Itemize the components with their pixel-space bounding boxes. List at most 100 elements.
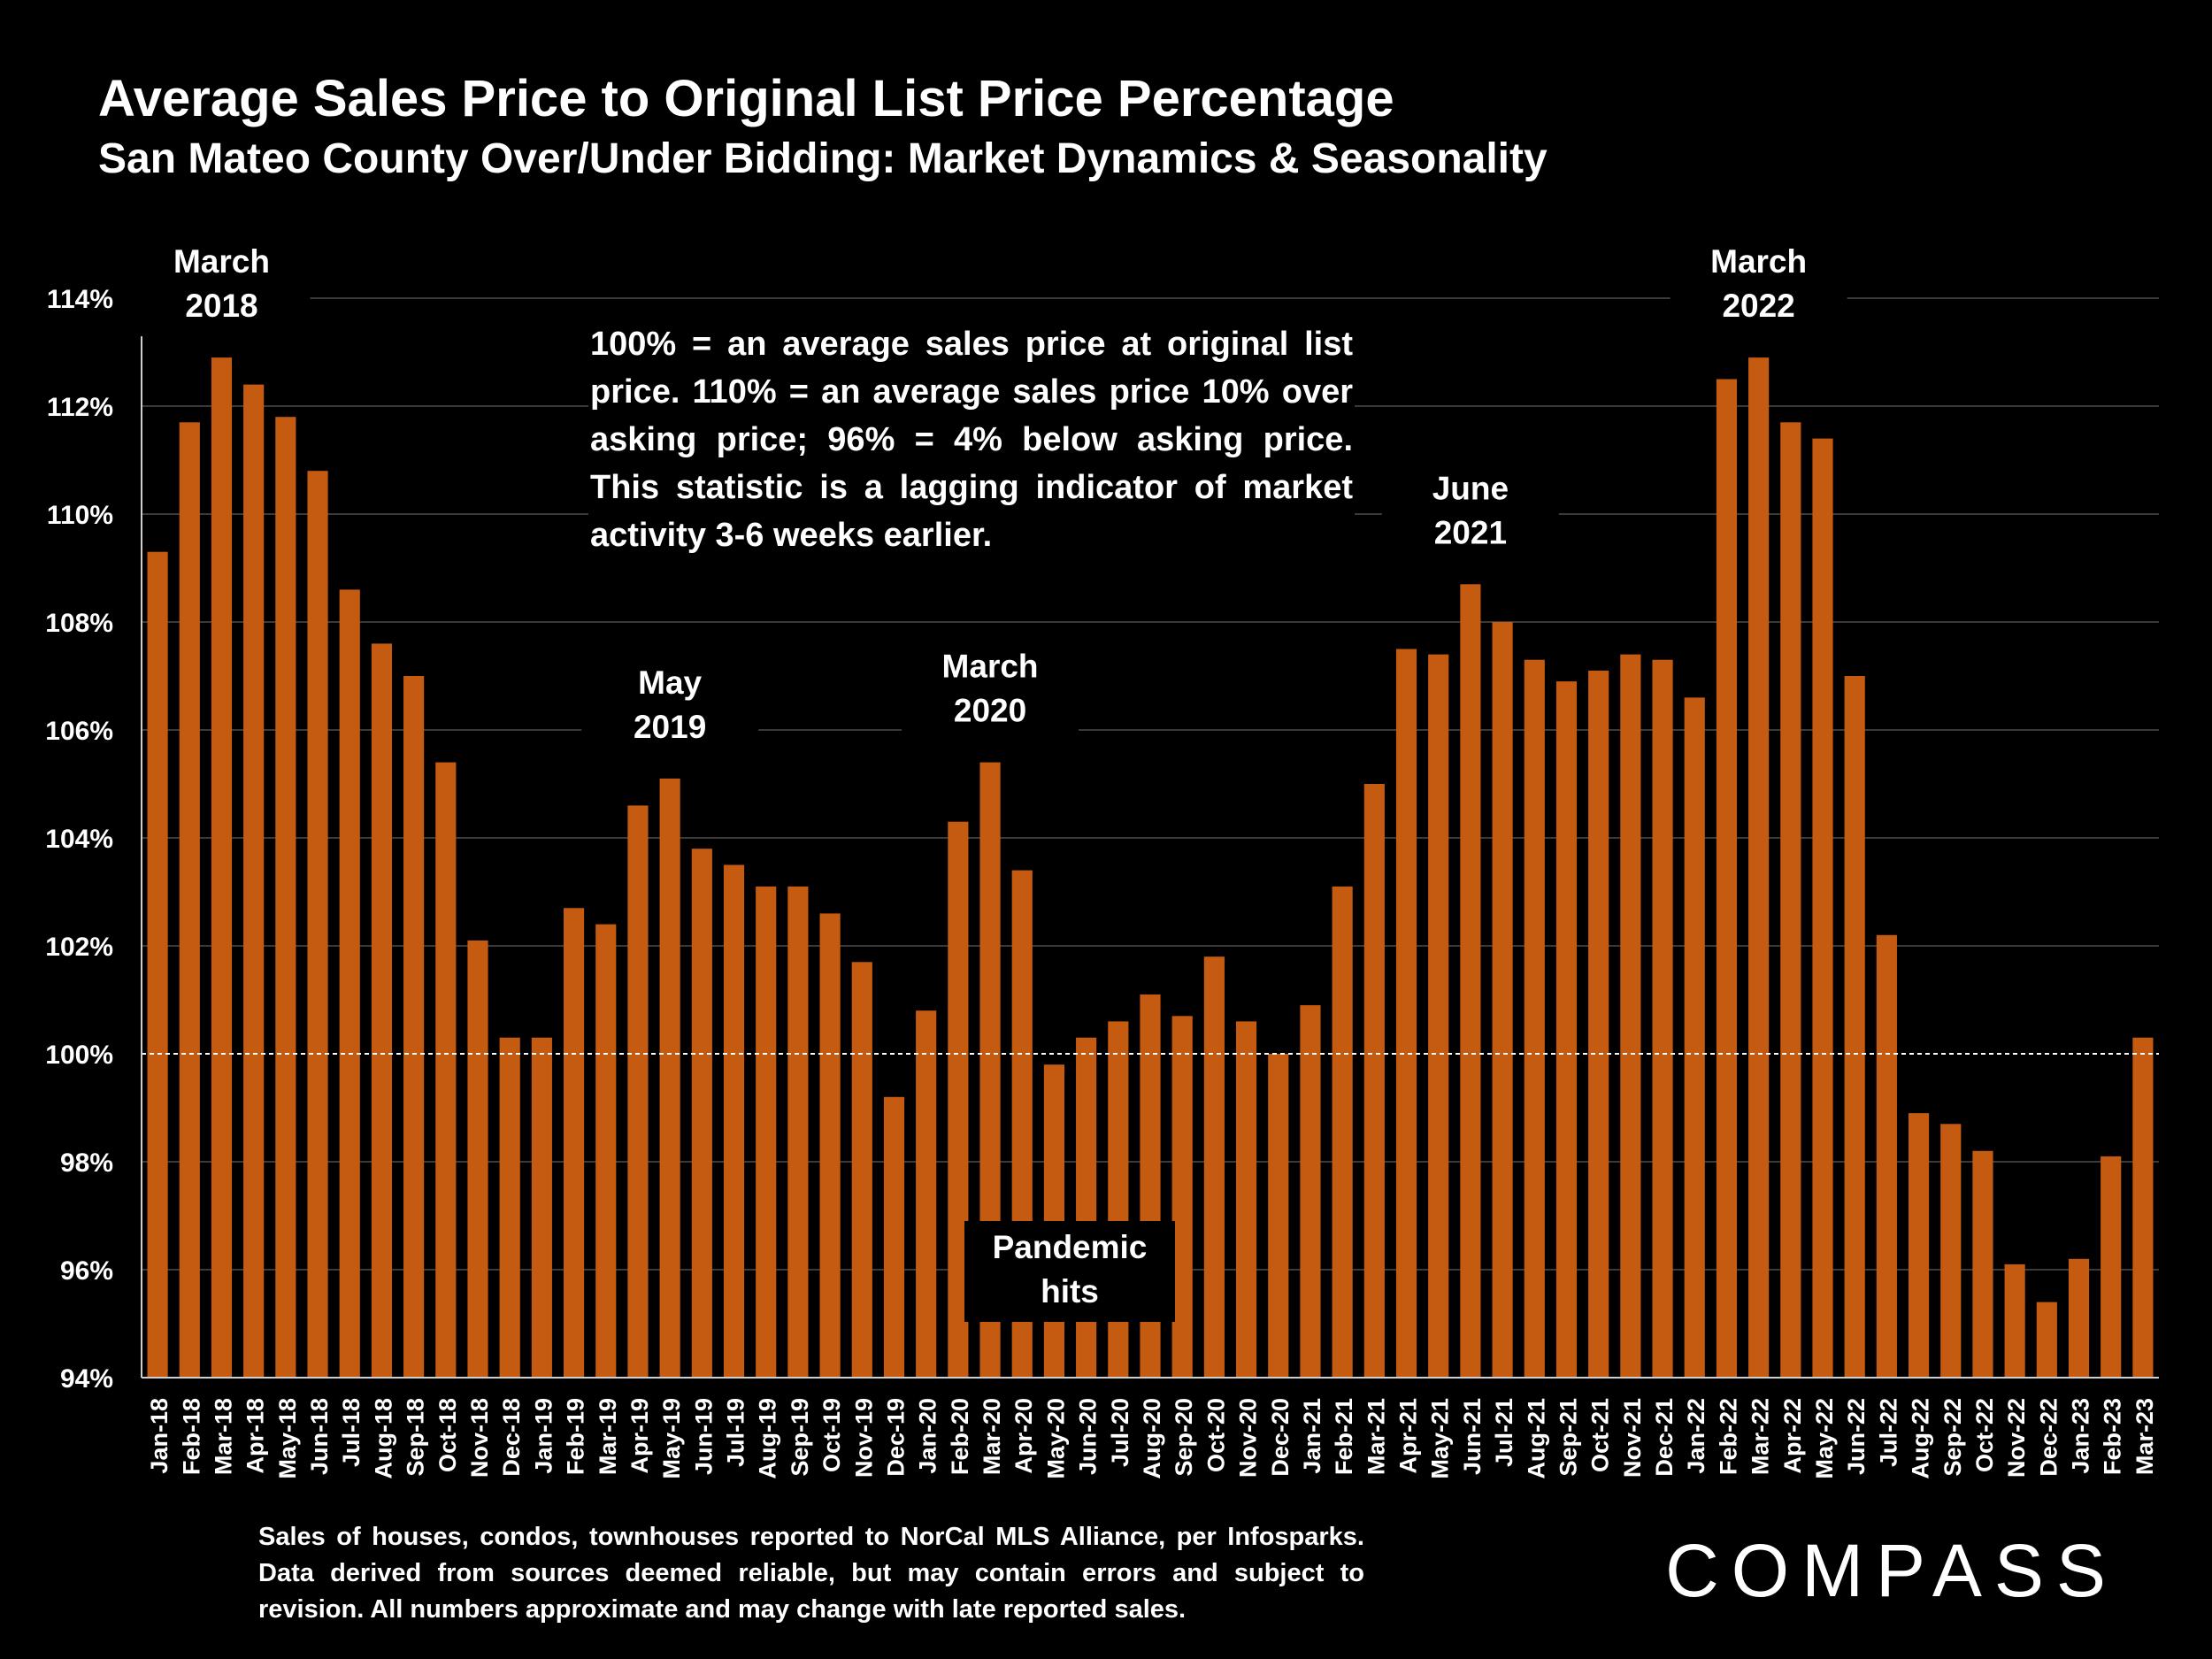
bar — [659, 778, 680, 1378]
x-tick-label: Mar-20 — [979, 1398, 1005, 1475]
x-tick-label: Dec-19 — [882, 1398, 909, 1477]
bar — [1268, 1054, 1289, 1378]
x-tick-label: Feb-20 — [947, 1398, 973, 1475]
bar — [275, 417, 296, 1379]
y-tick-label: 114% — [47, 285, 113, 314]
bar — [1524, 659, 1545, 1378]
x-tick-label: Feb-18 — [178, 1398, 204, 1475]
x-tick-label: Dec-20 — [1267, 1398, 1294, 1477]
y-tick-label: 108% — [45, 609, 113, 638]
x-tick-label: Dec-22 — [2035, 1398, 2062, 1477]
x-tick-label: Oct-20 — [1202, 1398, 1229, 1472]
bar — [756, 886, 777, 1378]
x-tick-label: Jun-18 — [306, 1398, 333, 1475]
bar — [1812, 438, 1833, 1379]
bar — [851, 962, 872, 1378]
annotation-box — [964, 1221, 1175, 1322]
x-tick-label: May-20 — [1042, 1398, 1069, 1479]
x-tick-label: Apr-22 — [1779, 1398, 1806, 1474]
x-tick-label: Nov-21 — [1619, 1398, 1646, 1478]
x-tick-label: Mar-22 — [1747, 1398, 1774, 1475]
x-tick-label: May-22 — [1811, 1398, 1838, 1479]
annotation-label: 2018 — [185, 288, 257, 324]
x-tick-label: Mar-23 — [2131, 1398, 2158, 1475]
bar — [1203, 956, 1225, 1378]
x-tick-label: Jan-21 — [1299, 1398, 1325, 1474]
x-tick-label: Apr-18 — [242, 1398, 269, 1474]
bar — [339, 589, 360, 1378]
x-tick-label: Mar-18 — [210, 1398, 236, 1475]
y-tick-label: 98% — [60, 1148, 113, 1178]
x-tick-label: Jul-21 — [1491, 1398, 1517, 1467]
x-tick-label: Sep-21 — [1555, 1398, 1581, 1477]
bar — [1588, 670, 1609, 1378]
y-tick-label: 106% — [45, 717, 113, 746]
bar — [1844, 676, 1865, 1378]
x-tick-label: May-18 — [274, 1398, 301, 1479]
annotation-box — [133, 235, 311, 337]
annotation-label: 2020 — [954, 693, 1026, 729]
bar — [435, 762, 457, 1378]
bar — [2068, 1258, 2090, 1378]
annotation-label: May — [638, 664, 702, 701]
bar — [1363, 784, 1385, 1378]
x-tick-label: Oct-18 — [434, 1398, 461, 1472]
x-tick-label: Jul-18 — [338, 1398, 365, 1467]
x-tick-label: Nov-18 — [466, 1398, 493, 1478]
bar — [1555, 681, 1578, 1378]
x-tick-label: Jan-19 — [530, 1398, 557, 1474]
x-tick-label: Feb-23 — [2100, 1398, 2126, 1475]
bar — [1684, 697, 1705, 1378]
bar — [531, 1037, 552, 1378]
x-tick-label: Jul-19 — [723, 1398, 749, 1467]
bar — [1652, 659, 1673, 1378]
x-tick-label: Feb-21 — [1331, 1398, 1357, 1475]
annotation-label: March — [942, 649, 1039, 685]
axes — [141, 261, 2159, 1379]
bar — [916, 1010, 937, 1378]
bar — [211, 357, 233, 1379]
source-footnote: Sales of houses, condos, townhouses repo… — [258, 1523, 1364, 1624]
chart-title: Average Sales Price to Original List Pri… — [98, 70, 1394, 127]
chart-subtitle: San Mateo County Over/Under Bidding: Mar… — [98, 135, 1548, 182]
bar — [883, 1096, 905, 1378]
annotation-label: 2022 — [1722, 288, 1794, 324]
bar — [1076, 1037, 1097, 1378]
bar — [595, 924, 617, 1378]
y-tick-label: 100% — [45, 1041, 113, 1070]
x-tick-label: Jan-20 — [915, 1398, 941, 1474]
bar — [563, 908, 585, 1378]
x-tick-label: Aug-20 — [1139, 1398, 1165, 1479]
y-tick-label: 110% — [47, 501, 113, 530]
bar — [467, 940, 488, 1378]
x-tick-label: Mar-19 — [595, 1398, 621, 1475]
x-tick-label: Jun-22 — [1843, 1398, 1870, 1475]
bar — [948, 821, 969, 1378]
y-tick-label: 102% — [45, 933, 113, 962]
bar — [403, 676, 425, 1378]
y-tick-label: 94% — [60, 1364, 113, 1394]
annotation-box — [1381, 462, 1559, 564]
x-tick-label: Jul-22 — [1875, 1398, 1901, 1467]
annotation-box — [581, 656, 759, 757]
bar — [1780, 422, 1801, 1378]
x-tick-label: Apr-21 — [1395, 1398, 1422, 1474]
bar — [1748, 357, 1770, 1379]
x-tick-label: Jun-20 — [1075, 1398, 1102, 1475]
x-tick-label: Jan-18 — [146, 1398, 173, 1474]
svg-text:COMPASS: COMPASS — [1665, 1529, 2118, 1609]
bar — [2004, 1263, 2025, 1378]
x-tick-label: Aug-18 — [370, 1398, 396, 1479]
x-tick-label: Nov-22 — [2003, 1398, 2030, 1478]
bars — [147, 357, 2154, 1379]
x-tick-label: May-19 — [658, 1398, 685, 1479]
x-tick-label: Jun-21 — [1459, 1398, 1486, 1475]
y-tick-label: 104% — [45, 825, 113, 854]
bar — [1428, 654, 1449, 1378]
bar — [147, 551, 168, 1378]
x-tick-label: Aug-21 — [1523, 1398, 1549, 1479]
x-tick-label: Dec-18 — [498, 1398, 525, 1477]
bar — [1620, 654, 1641, 1378]
x-tick-label: Sep-20 — [1171, 1398, 1197, 1477]
x-tick-label: Feb-19 — [563, 1398, 589, 1475]
